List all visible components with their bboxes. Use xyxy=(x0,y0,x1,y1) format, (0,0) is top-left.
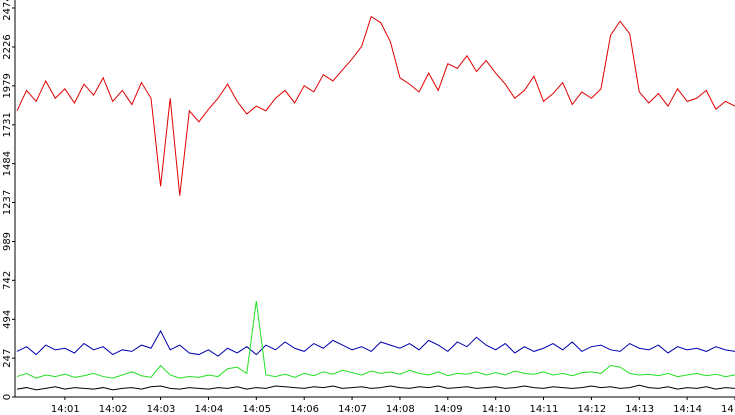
x-tick-label: 14:06 xyxy=(290,404,319,415)
x-tick-label: 14:04 xyxy=(194,404,223,415)
series-line xyxy=(16,329,735,357)
y-tick-label: 2474 xyxy=(2,0,13,21)
x-tick-label: 14:07 xyxy=(338,404,367,415)
x-tick-label: 14:05 xyxy=(242,404,271,415)
y-tick-label: 247 xyxy=(2,349,13,368)
x-tick-label: 14:13 xyxy=(625,404,654,415)
series-line xyxy=(16,384,735,391)
y-tick-label: 0 xyxy=(2,394,13,400)
series-line xyxy=(16,301,735,379)
x-tick-label: 14:12 xyxy=(577,404,606,415)
x-tick-label: 14:01 xyxy=(51,404,80,415)
y-tick-label: 1731 xyxy=(2,112,13,137)
y-tick-label: 2226 xyxy=(2,34,13,59)
x-tick-label: 14 xyxy=(721,404,734,415)
y-tick-label: 742 xyxy=(2,271,13,290)
series-line xyxy=(16,15,735,196)
x-tick-label: 14:10 xyxy=(482,404,511,415)
x-tick-label: 14:03 xyxy=(147,404,176,415)
y-tick-label: 1484 xyxy=(2,151,13,176)
x-tick-label: 14:08 xyxy=(386,404,415,415)
x-tick-label: 14:02 xyxy=(99,404,128,415)
x-tick-label: 14:11 xyxy=(530,404,559,415)
y-tick-label: 1237 xyxy=(2,190,13,215)
x-tick-label: 14:09 xyxy=(434,404,463,415)
y-tick-label: 1979 xyxy=(2,73,13,98)
x-tick-label: 14:14 xyxy=(673,404,702,415)
y-tick-label: 494 xyxy=(2,310,13,329)
y-tick-label: 989 xyxy=(2,232,13,251)
